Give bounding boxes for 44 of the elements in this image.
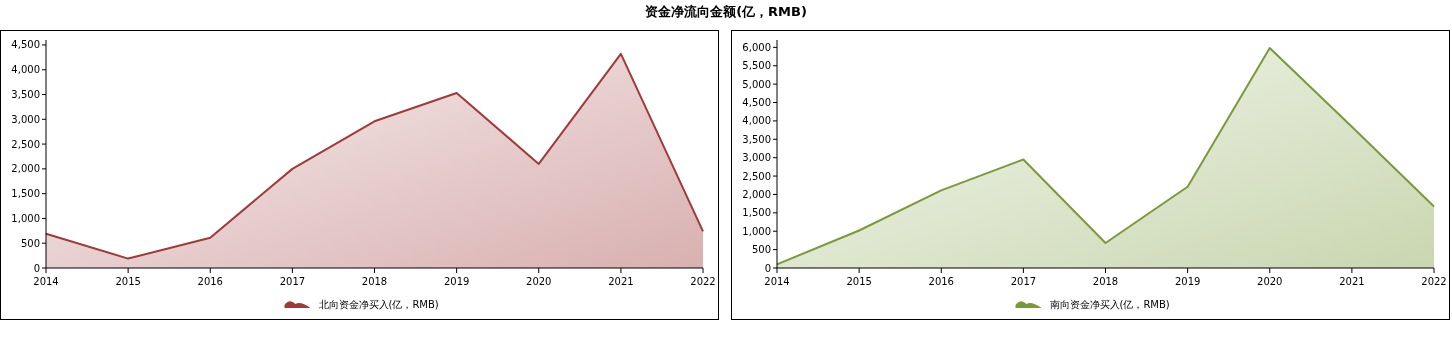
y-tick-label: 500 [751, 244, 771, 256]
y-tick-label: 2,000 [742, 188, 771, 200]
y-tick-label: 2,500 [742, 170, 771, 182]
y-tick-label: 4,000 [11, 64, 40, 76]
x-tick-label: 2019 [443, 276, 470, 287]
y-tick-label: 4,500 [11, 39, 40, 51]
y-tick-label: 3,000 [742, 152, 771, 164]
x-tick-label: 2018 [1092, 276, 1119, 287]
x-tick-label: 2014 [764, 276, 790, 287]
x-tick-label: 2022 [690, 276, 716, 287]
y-tick-label: 3,500 [742, 133, 771, 145]
legend-label: 南向资金净买入(亿，RMB) [1049, 298, 1170, 310]
y-tick-label: 5,500 [742, 60, 771, 72]
y-tick-label: 3,500 [11, 89, 40, 101]
y-tick-label: 4,500 [742, 97, 771, 109]
y-tick-label: 500 [20, 237, 40, 249]
y-tick-label: 5,000 [742, 78, 771, 90]
y-tick-label: 4,000 [742, 115, 771, 127]
y-tick-label: 0 [33, 262, 40, 274]
x-tick-label: 2022 [1421, 276, 1447, 287]
y-tick-label: 0 [764, 262, 771, 274]
x-tick-label: 2019 [1174, 276, 1201, 287]
y-tick-label: 2,000 [11, 163, 40, 175]
x-tick-label: 2015 [115, 276, 141, 287]
x-tick-label: 2014 [33, 276, 59, 287]
legend-label: 北向资金净买入(亿，RMB) [318, 298, 439, 310]
x-tick-label: 2020 [1257, 276, 1283, 287]
chart-title: 资金净流向金额(亿，RMB) [645, 4, 807, 19]
x-tick-label: 2021 [1339, 276, 1365, 287]
y-tick-label: 2,500 [11, 138, 40, 150]
x-tick-label: 2015 [846, 276, 872, 287]
y-tick-label: 1,000 [742, 225, 771, 237]
x-tick-label: 2017 [1010, 276, 1037, 287]
x-tick-label: 2017 [279, 276, 306, 287]
y-tick-label: 6,000 [742, 41, 771, 53]
x-tick-label: 2016 [197, 276, 223, 287]
x-tick-label: 2018 [361, 276, 388, 287]
y-tick-label: 1,500 [11, 188, 40, 200]
y-tick-label: 3,000 [11, 113, 40, 125]
x-tick-label: 2021 [608, 276, 634, 287]
x-tick-label: 2016 [928, 276, 954, 287]
y-tick-label: 1,000 [11, 212, 40, 224]
x-tick-label: 2020 [526, 276, 552, 287]
y-tick-label: 1,500 [742, 207, 771, 219]
